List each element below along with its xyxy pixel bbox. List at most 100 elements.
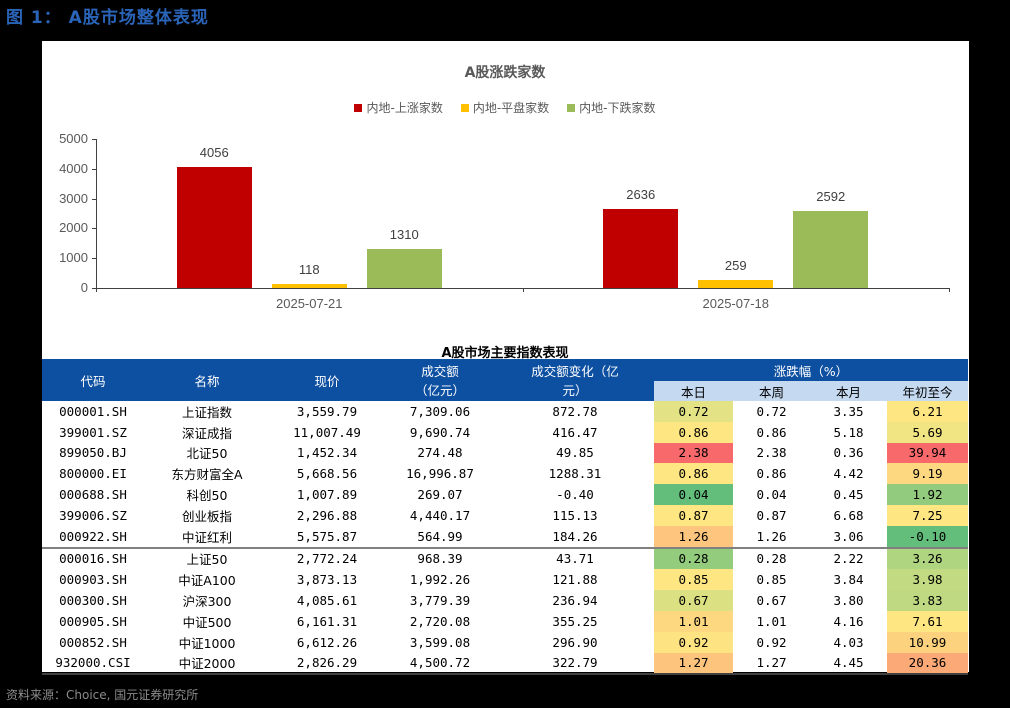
cell-week: 0.92 <box>756 634 787 650</box>
cell-ytd: 3.98 <box>887 569 968 591</box>
cell-month: 0.36 <box>833 445 864 461</box>
table-row: 000016.SH 上证50 2,772.24 968.39 43.71 0.28 0.28… <box>42 546 968 570</box>
cell-ytd: 3.83 <box>887 590 968 611</box>
cell-price: 11,007.49 <box>293 424 361 440</box>
cell-turnover: 9,690.74 <box>409 424 471 440</box>
cell-month: 4.16 <box>833 613 864 629</box>
cell-price: 6,612.26 <box>296 634 358 650</box>
x-tick <box>522 288 524 292</box>
cell-day: 0.04 <box>654 484 733 505</box>
legend-swatch-icon <box>354 103 363 112</box>
cell-ytd: -0.10 <box>887 525 968 548</box>
cell-day: 1.27 <box>654 652 733 676</box>
legend-swatch-icon <box>567 103 576 112</box>
source-note: 资料来源：Choice, 国元证券研究所 <box>6 688 199 702</box>
cell-ytd: 3.26 <box>887 546 968 570</box>
cell-turnover: 4,500.72 <box>384 652 496 676</box>
y-tick-label: 5000 <box>59 131 88 146</box>
bar-value-label: 2636 <box>626 187 656 203</box>
bar-value-label: 2592 <box>816 188 846 204</box>
legend-item-down: 内地-下跌家数 <box>567 99 656 116</box>
cell-day: 1.26 <box>654 525 733 548</box>
cell-week: 0.85 <box>756 572 787 588</box>
cell-week: 0.72 <box>756 403 787 419</box>
cell-turnover: 4,440.17 <box>409 507 471 523</box>
cell-name: 东方财富全A <box>171 467 243 483</box>
cell-name: 中证A100 <box>178 573 236 589</box>
cell-month: 0.45 <box>833 487 864 503</box>
cell-price: 2,826.29 <box>270 652 384 676</box>
y-tick <box>92 258 96 260</box>
header-name: 名称 <box>144 359 270 401</box>
cell-turnover-change: 355.25 <box>552 613 598 629</box>
y-tick <box>92 228 96 230</box>
chart-legend: 内地-上涨家数 内地-平盘家数 内地-下跌家数 <box>0 99 1010 116</box>
cell-week: 1.27 <box>733 652 810 676</box>
cell-code: 000300.SH <box>59 593 127 609</box>
cell-price: 4,085.61 <box>296 593 358 609</box>
cell-code: 000001.SH <box>59 403 127 419</box>
y-tick-label: 1000 <box>59 250 88 266</box>
y-tick <box>92 139 96 140</box>
cell-turnover: 7,309.06 <box>409 403 471 419</box>
legend-item-flat: 内地-平盘家数 <box>460 99 550 116</box>
header-ytd: 年初至今 <box>887 381 968 401</box>
cell-turnover: 3,599.08 <box>409 634 471 650</box>
cell-price: 3,873.13 <box>296 572 358 588</box>
cell-day: 0.92 <box>654 631 733 653</box>
x-tick <box>96 288 97 292</box>
header-week: 本周 <box>733 381 810 401</box>
cell-day: 1.01 <box>654 610 733 632</box>
cell-turnover-change: 115.13 <box>552 507 598 523</box>
cell-name: 上证50 <box>144 546 270 570</box>
table-row: 000903.SH 中证A100 3,873.13 1,992.26 121.88 0.8… <box>42 569 968 591</box>
bar-value-label: 259 <box>724 258 747 274</box>
cell-month: 3.06 <box>833 528 864 544</box>
header-turnover-line1: 成交额 <box>421 364 459 379</box>
cell-turnover-change: 1288.31 <box>548 466 602 482</box>
cell-turnover-change: 872.78 <box>552 403 598 419</box>
y-tick-label: 0 <box>80 280 88 295</box>
legend-label: 内地-平盘家数 <box>472 101 550 115</box>
cell-turnover-change: 184.26 <box>552 528 598 544</box>
bar <box>271 284 347 288</box>
legend-item-up: 内地-上涨家数 <box>354 99 443 116</box>
header-day: 本日 <box>654 381 733 401</box>
cell-turnover: 3,779.39 <box>409 593 471 609</box>
cell-week: 0.86 <box>756 424 787 440</box>
cell-ytd: 1.92 <box>887 484 968 505</box>
table-row: 000922.SH 中证红利 5,575.87 564.99 184.26 1.26 1.2… <box>42 525 968 548</box>
cell-ytd: 20.36 <box>887 652 968 676</box>
bar <box>698 280 774 288</box>
cell-ytd: 6.21 <box>887 401 968 422</box>
cell-day: 0.72 <box>654 401 733 422</box>
bar <box>176 167 252 288</box>
cell-day: 0.87 <box>654 504 733 526</box>
cell-price: 2,296.88 <box>296 507 358 523</box>
cell-name: 沪深300 <box>182 594 232 610</box>
cell-name: 科创50 <box>186 488 228 504</box>
cell-turnover-change: 416.47 <box>552 424 598 440</box>
cell-name: 中证1000 <box>178 635 236 651</box>
cell-name: 中证2000 <box>144 652 270 676</box>
cell-turnover-change: 296.90 <box>552 634 598 650</box>
bar-value-label: 4056 <box>199 145 229 161</box>
cell-code: 000922.SH <box>59 528 127 544</box>
bar <box>603 209 679 288</box>
cell-code: 932000.CSI <box>42 652 144 676</box>
legend-label: 内地-下跌家数 <box>579 101 656 115</box>
cell-day: 0.86 <box>654 421 733 443</box>
cell-code: 800000.EI <box>59 466 127 482</box>
cell-month: 4.45 <box>810 652 887 676</box>
cell-name: 创业板指 <box>181 508 232 524</box>
bar-value-label: 118 <box>298 262 320 278</box>
header-turnover-change: 成交额变化（亿 元） <box>496 359 654 401</box>
cell-turnover: 274.48 <box>417 445 463 461</box>
cell-ytd: 7.61 <box>887 610 968 632</box>
cell-turnover: 16,996.87 <box>406 466 474 482</box>
cell-price: 1,452.34 <box>296 445 358 461</box>
cell-day: 0.28 <box>654 546 733 570</box>
cell-price: 6,161.31 <box>296 613 358 629</box>
cell-month: 4.42 <box>833 466 864 482</box>
bar-value-label: 1310 <box>389 226 419 242</box>
